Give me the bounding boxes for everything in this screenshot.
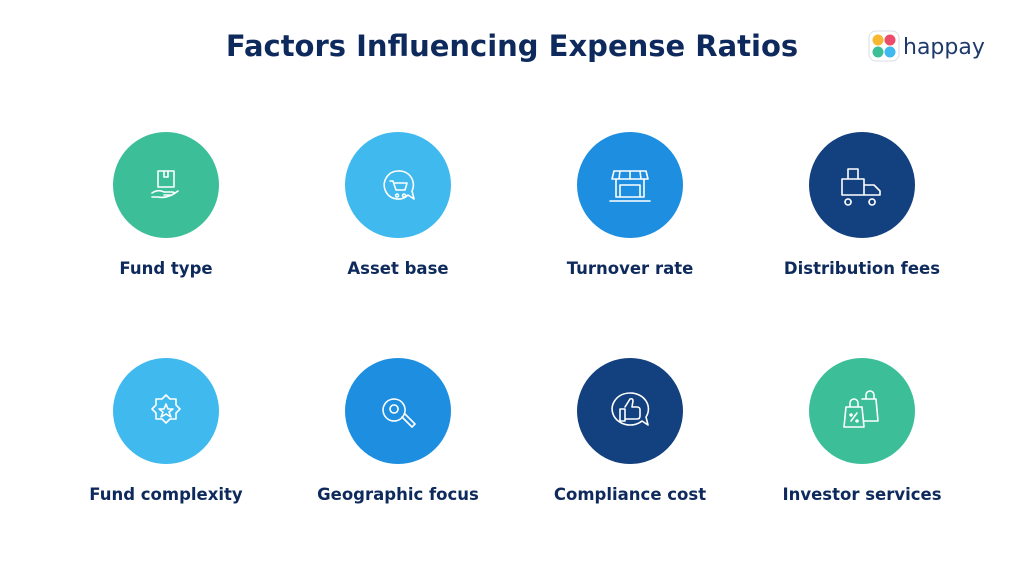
icon [383,170,415,200]
logo-box [868,30,900,62]
factor-label: Distribution fees [784,259,940,278]
logo-dot [884,46,896,58]
factor-label: Fund complexity [89,485,243,504]
factor-label: Asset base [347,259,448,278]
icon [151,170,179,199]
logo: happay [868,30,985,62]
icon-circle [345,132,451,238]
factor-item: Turnover rate [567,132,694,278]
icon-circle [809,132,915,238]
icon [611,392,650,426]
factor-item: Fund complexity [89,358,243,504]
factor-label: Fund type [119,259,212,278]
logo-text: happay [903,35,985,60]
factor-label: Investor services [782,485,941,504]
icon [841,168,881,206]
icon-circle [113,358,219,464]
logo-dot [872,46,884,58]
factor-item: Distribution fees [784,132,940,278]
factor-label: Compliance cost [554,485,706,504]
items: Fund type Asset base Turnover rate Distribu… [89,132,942,504]
factor-item: Fund type [113,132,219,278]
icon [843,390,879,428]
icon [609,170,651,202]
icon-circle [113,132,219,238]
factor-label: Geographic focus [317,485,479,504]
factor-item: Geographic focus [317,358,479,504]
logo-dot [872,34,884,46]
factor-label: Turnover rate [567,259,694,278]
icon [151,394,181,424]
icon-circle [577,358,683,464]
factor-item: Investor services [782,358,942,504]
logo-dot [884,34,896,46]
title: Factors Influencing Expense Ratios [226,29,798,63]
icon [382,398,416,428]
factor-item: Compliance cost [554,358,706,504]
factor-item: Asset base [345,132,451,278]
